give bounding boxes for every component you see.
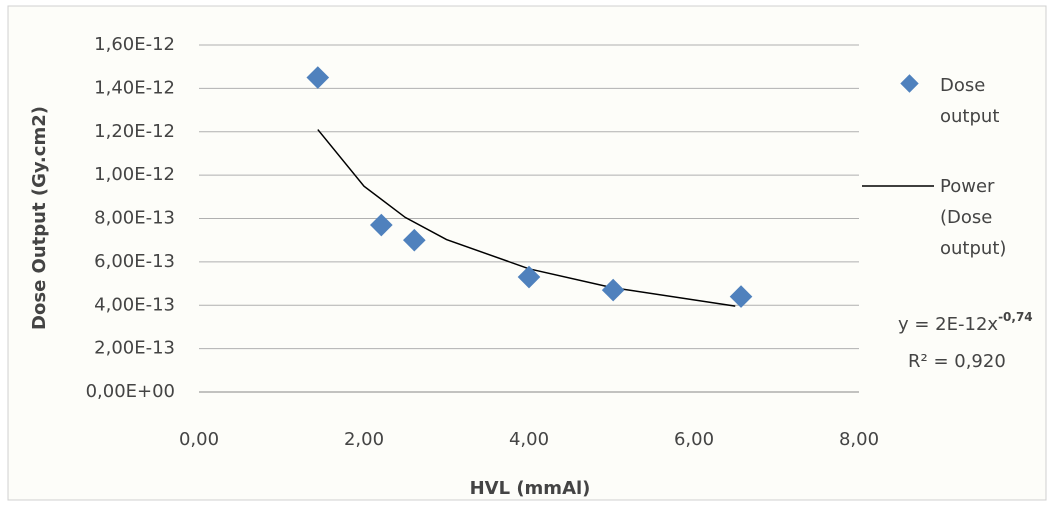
y-tick-label: 1,40E-12 [94,77,175,98]
x-tick-label: 6,00 [674,429,714,450]
y-axis-label: Dose Output (Gy.cm2) [29,106,50,330]
x-tick-label: 0,00 [179,429,219,450]
equation-text: y = 2E-12x [898,314,998,335]
y-tick-label: 1,20E-12 [94,121,175,142]
legend-label: Power (Dose output) [940,176,1007,259]
y-tick-label: 8,00E-13 [94,208,175,229]
data-point [306,66,330,89]
equation: y = 2E-12x-0,74 [898,310,1033,336]
equation-exponent: -0,74 [998,310,1033,324]
legend-label: Dose output [940,75,1000,127]
data-point [517,265,541,289]
y-tick-label: 1,00E-12 [94,164,175,185]
r-squared: R² = 0,920 [908,351,1006,372]
y-tick-label: 2,00E-13 [94,338,175,359]
y-tick-label: 4,00E-13 [94,294,175,315]
x-tick-label: 4,00 [509,429,549,450]
y-tick-label: 6,00E-13 [94,251,175,272]
legend-marker [900,74,919,93]
y-tick-label: 1,60E-12 [94,34,175,55]
x-tick-label: 2,00 [344,429,384,450]
data-point [601,278,625,302]
x-tick-label: 8,00 [839,429,879,450]
y-tick-label: 0,00E+00 [86,381,175,402]
data-point [729,285,753,308]
x-axis-label: HVL (mmAl) [470,478,591,499]
